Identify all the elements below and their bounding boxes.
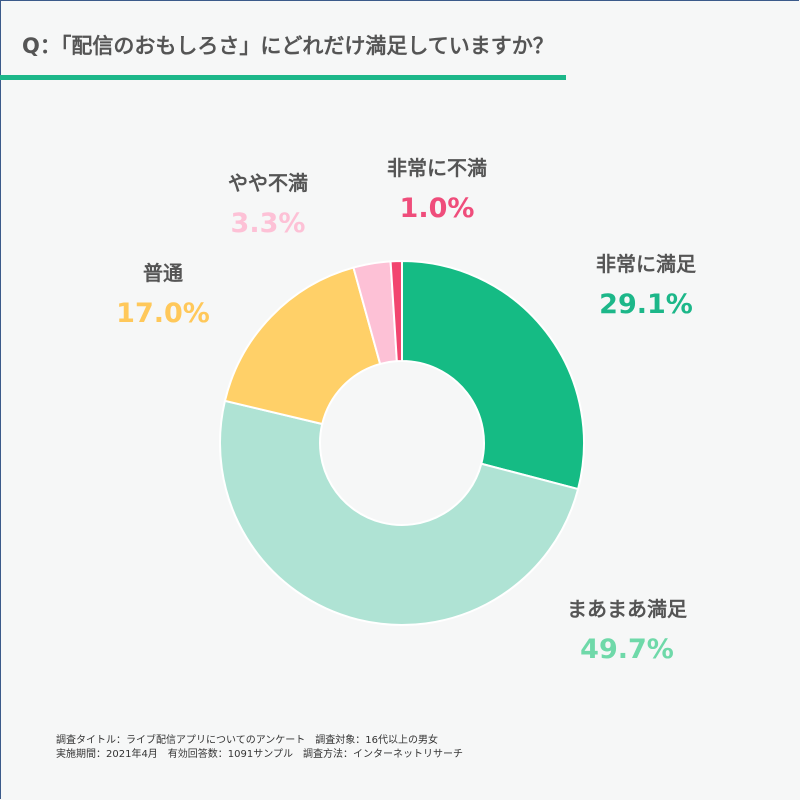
label-very-satisfied: 非常に満足 29.1% [596,248,696,320]
survey-footer: 調査タイトル：ライブ配信アプリについてのアンケート 調査対象：16代以上の男女 … [56,734,463,762]
label-percent: 29.1% [599,289,693,320]
label-name: 非常に満足 [596,252,696,276]
footer-line-1: 調査タイトル：ライブ配信アプリについてのアンケート 調査対象：16代以上の男女 [56,735,439,746]
donut-slice [219,399,580,626]
donut-slice [223,266,382,426]
label-name: 普通 [142,261,183,285]
label-somewhat-dissatisfied: やや不満 3.3% [228,167,308,239]
label-name: 非常に不満 [387,156,487,180]
label-very-dissatisfied: 非常に不満 1.0% [387,152,487,224]
donut-slices [219,259,585,626]
label-somewhat-satisfied: まあまあ満足 49.7% [567,593,687,665]
donut-slice [389,259,403,363]
label-name: やや不満 [228,171,308,195]
label-name: まあまあ満足 [567,597,687,621]
label-percent: 1.0% [399,193,475,224]
footer-line-2: 実施期間：2021年4月 有効回答数：1091サンプル 調査方法：インターネット… [56,749,463,760]
title-underline [0,75,566,80]
label-percent: 3.3% [230,208,306,239]
donut-slice [401,259,585,491]
page-title: Q：「配信のおもしろさ」にどれだけ満足していますか？ [22,34,554,58]
label-percent: 17.0% [116,298,210,329]
label-neutral: 普通 17.0% [116,257,210,329]
label-percent: 49.7% [580,634,674,665]
